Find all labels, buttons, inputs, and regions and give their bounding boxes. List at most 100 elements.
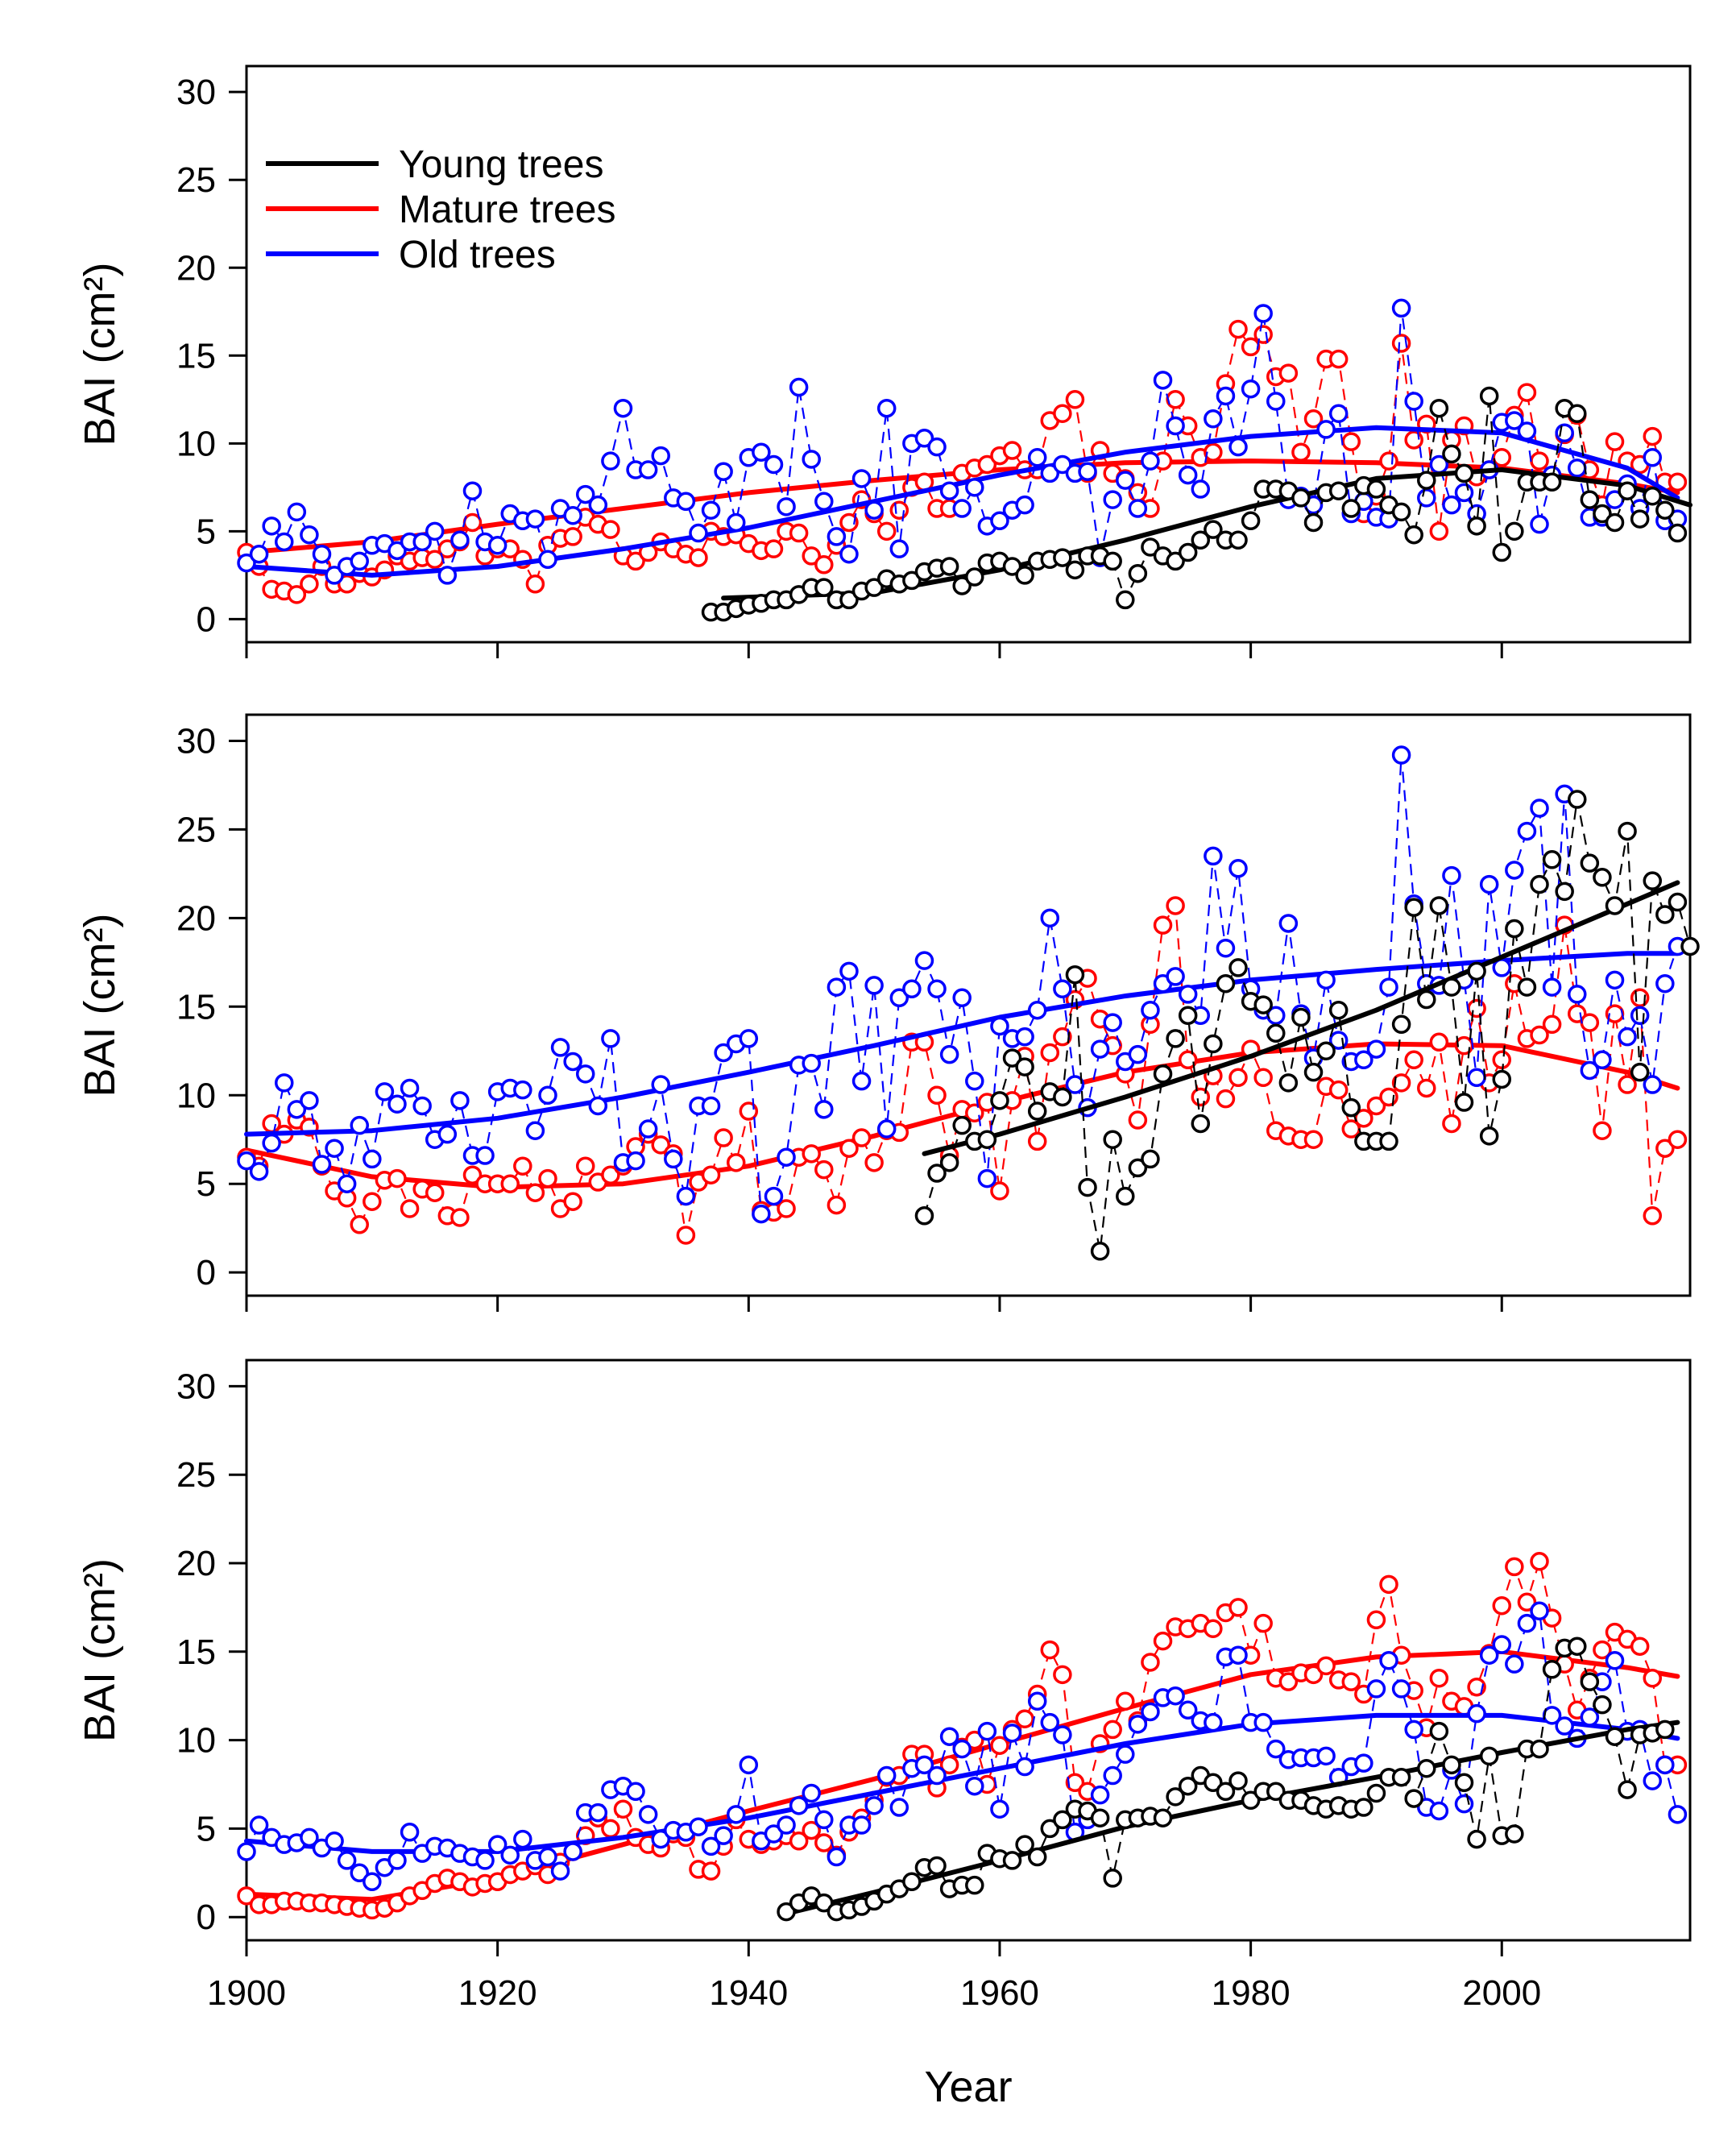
data-point-old bbox=[726, 512, 746, 533]
data-point-old bbox=[827, 977, 847, 997]
data-point-old bbox=[325, 1139, 344, 1158]
data-point-mature bbox=[1643, 1668, 1663, 1688]
data-point-young bbox=[1479, 386, 1499, 406]
data-point-mature bbox=[400, 1199, 420, 1218]
data-point-old bbox=[1090, 1039, 1110, 1059]
data-point-mature bbox=[1053, 1027, 1072, 1047]
data-point-young bbox=[1630, 509, 1650, 529]
data-point-young bbox=[1166, 1787, 1185, 1807]
data-point-old bbox=[1467, 1068, 1486, 1088]
data-point-old bbox=[249, 1162, 269, 1181]
data-point-young bbox=[952, 576, 972, 595]
data-point-old bbox=[1166, 416, 1185, 436]
data-point-young bbox=[1391, 1014, 1411, 1035]
data-point-mature bbox=[1517, 383, 1537, 402]
data-point-mature bbox=[939, 1755, 959, 1775]
data-point-young bbox=[1027, 1847, 1047, 1867]
data-point-old bbox=[839, 544, 859, 564]
data-point-young bbox=[927, 1856, 947, 1876]
data-point-young bbox=[1568, 790, 1587, 809]
data-point-old bbox=[1354, 1753, 1373, 1773]
data-point-old bbox=[1204, 1712, 1223, 1732]
y-tick-label: 30 bbox=[176, 73, 216, 112]
data-point-young bbox=[1605, 896, 1625, 915]
data-point-mature bbox=[701, 1861, 721, 1881]
data-point-young bbox=[1530, 1739, 1549, 1759]
data-point-old bbox=[952, 1739, 972, 1759]
data-point-young bbox=[1153, 1064, 1173, 1084]
data-point-old bbox=[1216, 386, 1236, 406]
data-point-old bbox=[1467, 1703, 1486, 1724]
data-point-old bbox=[563, 505, 582, 525]
data-point-mature bbox=[990, 1736, 1009, 1755]
series-old bbox=[237, 298, 1688, 585]
y-axis-title: BAI (cm²) bbox=[76, 263, 124, 446]
data-point-young bbox=[1366, 1783, 1386, 1803]
data-point-old bbox=[990, 511, 1009, 531]
data-point-old bbox=[651, 446, 670, 466]
series-young bbox=[777, 1637, 1680, 1922]
data-point-old bbox=[262, 516, 281, 536]
data-point-mature bbox=[1303, 409, 1324, 429]
y-tick-label: 20 bbox=[176, 248, 216, 288]
data-point-old bbox=[550, 1038, 570, 1057]
data-point-mature bbox=[1530, 1025, 1549, 1045]
data-point-mature bbox=[1178, 1050, 1198, 1070]
series-old bbox=[237, 1601, 1688, 1892]
y-tick-label: 25 bbox=[176, 810, 216, 849]
data-point-old bbox=[1404, 1719, 1423, 1740]
data-point-mature bbox=[802, 1820, 821, 1840]
y-tick-label: 5 bbox=[197, 1164, 216, 1204]
data-point-old bbox=[525, 1121, 545, 1140]
data-point-old bbox=[1015, 1757, 1034, 1777]
data-point-old bbox=[1379, 1651, 1398, 1670]
data-point-old bbox=[550, 1861, 570, 1881]
trend-line-young bbox=[922, 880, 1680, 1156]
data-point-mature bbox=[1303, 1130, 1324, 1149]
data-point-old bbox=[363, 1149, 382, 1169]
data-point-old bbox=[1479, 1645, 1499, 1665]
data-point-mature bbox=[1492, 1050, 1512, 1070]
data-point-young bbox=[1605, 1727, 1625, 1746]
data-point-mature bbox=[287, 585, 307, 604]
legend-label-mature: Mature trees bbox=[399, 189, 615, 231]
data-point-old bbox=[914, 951, 934, 970]
data-point-young bbox=[814, 578, 834, 597]
data-point-old bbox=[802, 450, 821, 469]
panel-1: 0 5 10 15 20 25 30 BAI (cm²) bbox=[76, 64, 1692, 658]
data-point-old bbox=[1228, 1645, 1248, 1665]
data-point-mature bbox=[1040, 1043, 1060, 1063]
data-point-old bbox=[839, 961, 859, 981]
data-point-mature bbox=[789, 1832, 809, 1851]
data-point-old bbox=[437, 566, 458, 585]
data-point-mature bbox=[802, 546, 821, 566]
data-point-old bbox=[714, 1826, 733, 1845]
data-point-old bbox=[939, 1044, 959, 1064]
data-point-old bbox=[1278, 914, 1299, 933]
data-point-old bbox=[1116, 471, 1135, 490]
data-point-old bbox=[1366, 1039, 1386, 1059]
data-point-young bbox=[1116, 1186, 1135, 1206]
data-point-young bbox=[1103, 1130, 1122, 1149]
data-point-old bbox=[714, 1043, 733, 1063]
data-point-old bbox=[375, 1082, 395, 1101]
data-point-mature bbox=[1228, 1598, 1248, 1617]
y-tick-label: 30 bbox=[176, 1367, 216, 1406]
data-point-mature bbox=[1128, 1110, 1148, 1130]
data-point-old bbox=[777, 1815, 796, 1835]
data-point-mature bbox=[864, 1153, 884, 1172]
data-point-young bbox=[1328, 1000, 1349, 1020]
data-point-old bbox=[1429, 1801, 1449, 1821]
data-point-old bbox=[1454, 1794, 1474, 1814]
data-point-old bbox=[1153, 371, 1173, 390]
data-point-old bbox=[676, 492, 696, 512]
data-point-old bbox=[626, 1782, 645, 1802]
data-point-young bbox=[1015, 566, 1034, 585]
data-point-mature bbox=[701, 1165, 721, 1184]
data-point-mature bbox=[1204, 1619, 1223, 1639]
data-point-young bbox=[902, 1872, 922, 1892]
data-point-mature bbox=[714, 1128, 733, 1147]
data-point-old bbox=[1530, 799, 1549, 818]
data-point-mature bbox=[1404, 1050, 1423, 1070]
